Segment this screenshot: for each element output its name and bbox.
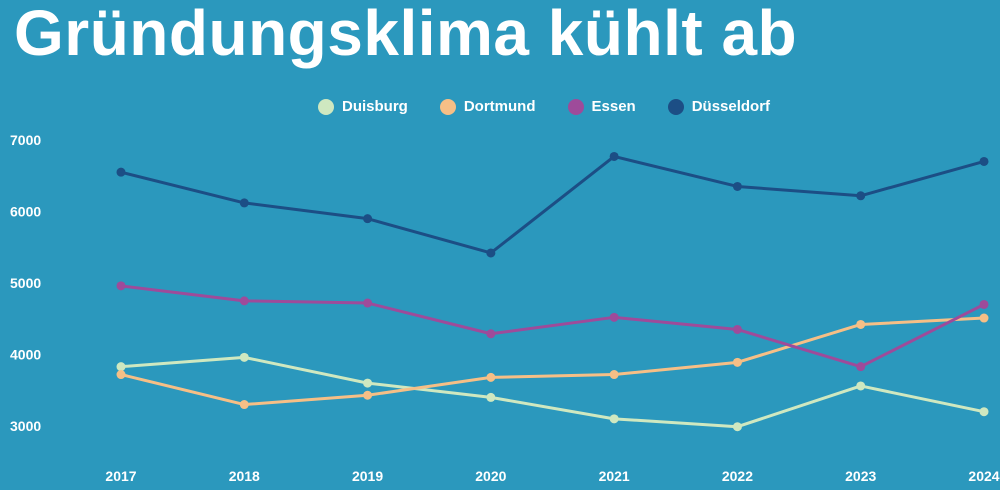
data-point-essen[interactable]: [856, 362, 866, 372]
series-line-duisburg: [120, 355, 985, 429]
y-tick-label: 5000: [10, 275, 41, 291]
y-tick-label: 6000: [10, 204, 41, 220]
series-essen: [116, 281, 989, 372]
data-point-duesseldorf[interactable]: [239, 198, 249, 208]
data-point-duisburg[interactable]: [856, 381, 866, 391]
data-point-essen[interactable]: [732, 324, 742, 334]
data-point-essen[interactable]: [486, 329, 496, 339]
legend-label-dortmund: Dortmund: [463, 98, 536, 115]
data-point-dortmund[interactable]: [732, 357, 742, 367]
series-duisburg: [116, 352, 989, 432]
data-point-duesseldorf[interactable]: [116, 167, 126, 177]
data-point-duisburg[interactable]: [116, 362, 126, 372]
data-point-essen[interactable]: [979, 299, 989, 309]
y-tick-label: 4000: [10, 347, 41, 363]
x-tick-label: 2019: [352, 468, 383, 484]
data-point-duesseldorf[interactable]: [979, 156, 989, 166]
data-point-dortmund[interactable]: [486, 372, 496, 382]
data-point-essen[interactable]: [239, 296, 249, 306]
data-point-duisburg[interactable]: [486, 392, 496, 402]
series-layer: [116, 151, 989, 432]
data-point-duesseldorf[interactable]: [486, 248, 496, 258]
x-tick-label: 2023: [845, 468, 876, 484]
y-tick-label: 7000: [10, 132, 41, 148]
series-line-duesseldorf: [120, 154, 985, 255]
chart-title: Gründungsklima kühlt ab: [14, 0, 798, 69]
legend-label-duisburg: Duisburg: [342, 98, 408, 115]
data-point-duisburg[interactable]: [732, 422, 742, 432]
data-point-duisburg[interactable]: [239, 352, 249, 362]
data-point-dortmund[interactable]: [856, 319, 866, 329]
legend-marker-dortmund: [439, 98, 456, 115]
data-point-essen[interactable]: [363, 298, 373, 308]
x-tick-label: 2024: [968, 468, 999, 484]
x-tick-label: 2018: [229, 468, 260, 484]
chart-legend: Duisburg Dortmund Essen Düsseldorf: [318, 98, 802, 115]
x-tick-label: 2022: [722, 468, 753, 484]
data-point-duisburg[interactable]: [609, 414, 619, 424]
y-axis: 3000 4000 5000 6000 7000: [10, 132, 41, 434]
legend-item-duesseldorf[interactable]: Düsseldorf: [667, 98, 771, 115]
data-point-duesseldorf[interactable]: [856, 191, 866, 201]
legend-marker-essen: [567, 98, 584, 115]
data-point-dortmund[interactable]: [609, 370, 619, 380]
data-point-essen[interactable]: [116, 281, 126, 291]
series-line-dortmund: [120, 316, 985, 407]
data-point-duesseldorf[interactable]: [732, 181, 742, 191]
x-tick-label: 2021: [599, 468, 630, 484]
x-axis: 2017 2018 2019 2020 2021 2022 2023 2024: [105, 468, 999, 484]
series-dortmund: [116, 313, 989, 410]
data-point-duisburg[interactable]: [979, 407, 989, 417]
legend-marker-duesseldorf: [667, 98, 684, 115]
series-line-essen: [120, 284, 985, 369]
legend-label-essen: Essen: [591, 98, 636, 115]
data-point-duesseldorf[interactable]: [609, 151, 619, 161]
legend-marker-duisburg: [318, 98, 334, 115]
series-duesseldorf: [116, 151, 989, 258]
data-point-essen[interactable]: [609, 312, 619, 322]
legend-label-duesseldorf: Düsseldorf: [691, 98, 771, 115]
legend-item-essen[interactable]: Essen: [567, 98, 636, 115]
legend-item-dortmund[interactable]: Dortmund: [439, 98, 536, 115]
data-point-dortmund[interactable]: [979, 313, 989, 323]
y-tick-label: 3000: [10, 418, 41, 434]
legend-item-duisburg[interactable]: Duisburg: [318, 98, 408, 115]
data-point-dortmund[interactable]: [239, 400, 249, 410]
x-tick-label: 2017: [105, 468, 136, 484]
x-tick-label: 2020: [475, 468, 506, 484]
data-point-duesseldorf[interactable]: [363, 214, 373, 224]
data-point-dortmund[interactable]: [363, 390, 373, 400]
data-point-dortmund[interactable]: [116, 370, 126, 380]
data-point-duisburg[interactable]: [363, 378, 373, 388]
